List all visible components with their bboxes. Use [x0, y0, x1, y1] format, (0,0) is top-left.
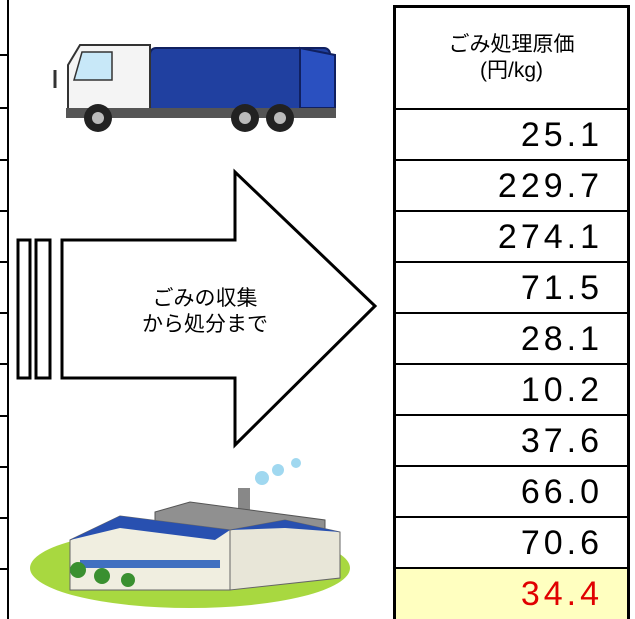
arrow-label-line: から処分まで: [105, 312, 305, 338]
table-total: 34.4: [396, 569, 627, 619]
header-line: (円/kg): [480, 58, 543, 84]
table-row: 71.5: [396, 263, 627, 314]
arrow-label-line: ごみの収集: [105, 286, 305, 312]
table-row: 28.1: [396, 314, 627, 365]
table-row: 66.0: [396, 467, 627, 518]
arrow-label: ごみの収集 から処分まで: [105, 286, 305, 338]
page: ごみの収集 から処分まで ごみ処理原価 (円/kg) 25.1229.7274.…: [0, 0, 635, 619]
table-row: 25.1: [396, 110, 627, 161]
table-row: 274.1: [396, 212, 627, 263]
factory: [30, 458, 350, 608]
table-row: 229.7: [396, 161, 627, 212]
table-row: 10.2: [396, 365, 627, 416]
left-table-edge: [0, 0, 8, 619]
header-line: ごみ処理原価: [449, 32, 575, 58]
table-header: ごみ処理原価 (円/kg): [396, 8, 627, 110]
table-row: 37.6: [396, 416, 627, 467]
table-row: 70.6: [396, 518, 627, 569]
truck: [55, 45, 336, 132]
